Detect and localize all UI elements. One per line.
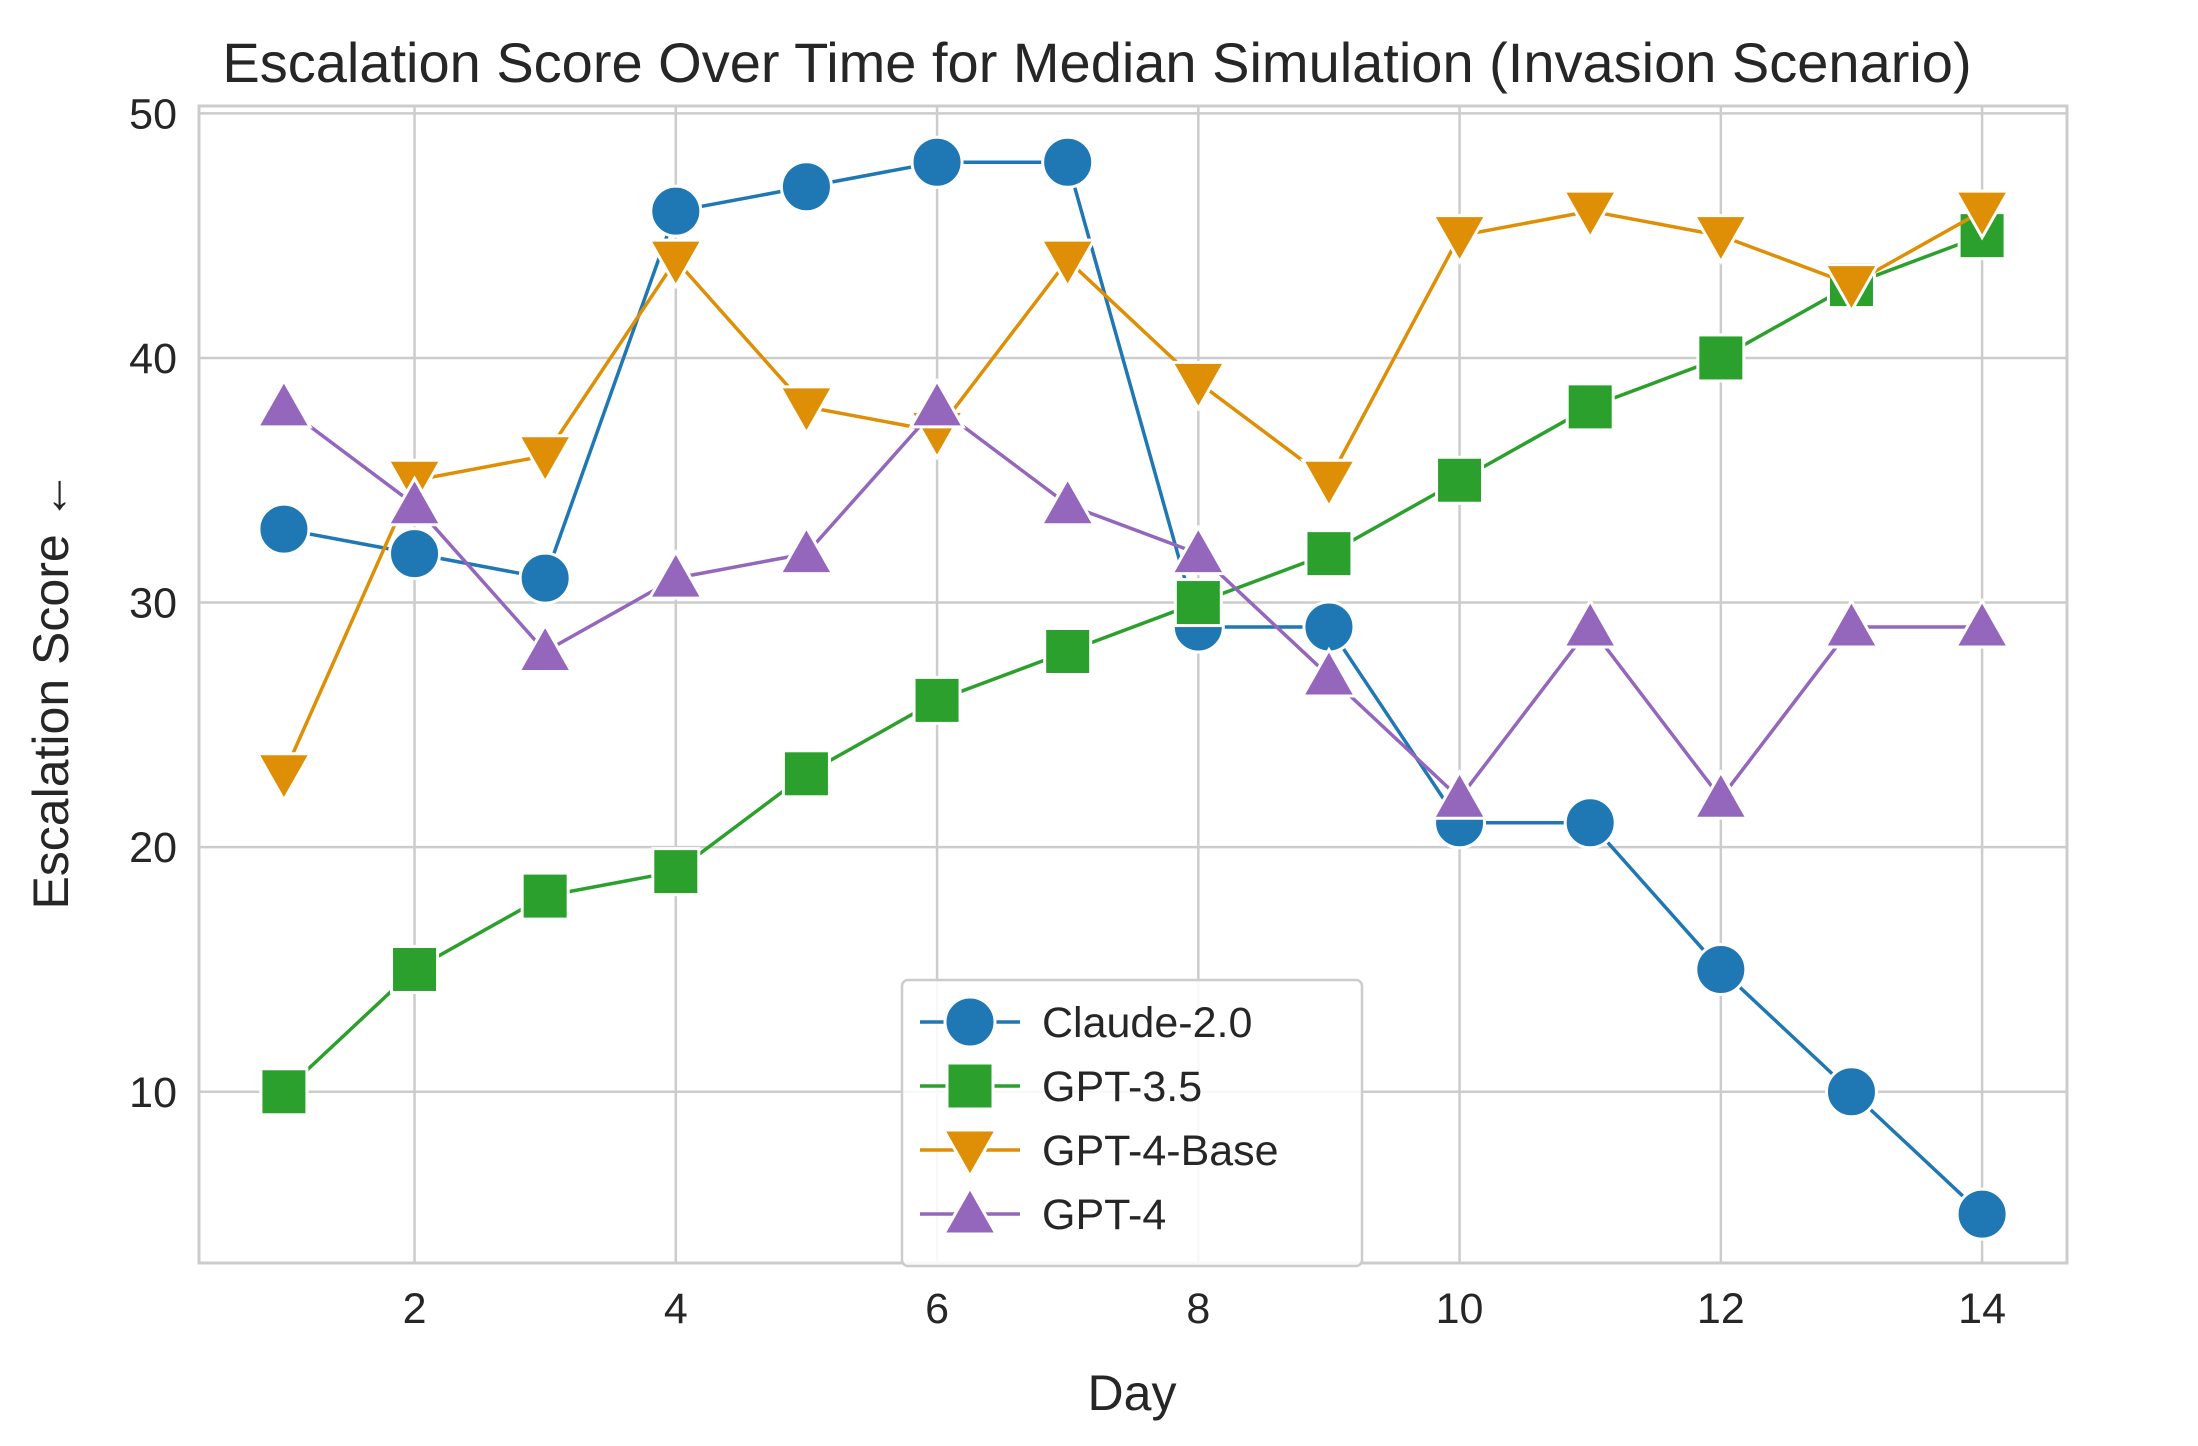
- data-point: [646, 238, 705, 290]
- data-point: [516, 622, 574, 673]
- legend-entry: GPT-4: [920, 1184, 1166, 1239]
- data-point: [1430, 214, 1489, 265]
- legend-marker: [941, 1128, 999, 1180]
- legend-entries: Claude-2.0 GPT-3.5 GPT-4-Base GPT-4: [920, 995, 1279, 1239]
- legend-marker: [941, 1184, 999, 1236]
- data-point: [1041, 135, 1095, 189]
- data-point: [1696, 333, 1746, 383]
- data-point: [1565, 382, 1615, 432]
- data-point: [1435, 455, 1485, 505]
- x-tick-label: 8: [1186, 1285, 1210, 1333]
- data-point: [1953, 597, 2011, 649]
- series-claude-2-0: [257, 135, 2009, 1241]
- data-point: [1563, 796, 1617, 850]
- data-point: [1430, 768, 1489, 820]
- data-point: [1694, 942, 1748, 996]
- series-line: [282, 404, 1983, 802]
- legend-marker: [943, 995, 997, 1049]
- data-point: [388, 527, 442, 581]
- chart-title: Escalation Score Over Time for Median Si…: [222, 31, 1971, 94]
- data-point: [1173, 578, 1223, 628]
- y-tick-label: 10: [129, 1069, 177, 1117]
- legend-label: GPT-4: [1042, 1191, 1166, 1239]
- data-point: [259, 1067, 309, 1117]
- y-axis-label: Escalation Score ←: [23, 470, 79, 909]
- legend-entry: Claude-2.0: [920, 995, 1252, 1049]
- y-tick-label: 30: [129, 580, 177, 628]
- series-line: [283, 160, 1984, 1216]
- data-point: [649, 184, 703, 238]
- data-point: [1822, 597, 1881, 649]
- data-point: [777, 385, 836, 437]
- data-point: [1304, 529, 1354, 579]
- data-point: [518, 551, 572, 605]
- data-point: [1169, 524, 1228, 576]
- y-tick-label: 40: [129, 335, 177, 383]
- data-point: [390, 944, 440, 994]
- data-point: [1302, 600, 1356, 654]
- data-point: [1561, 189, 1620, 241]
- data-point: [1692, 768, 1750, 820]
- data-point: [910, 135, 964, 189]
- data-point: [1300, 458, 1358, 510]
- data-point: [781, 749, 831, 799]
- data-point: [516, 434, 574, 486]
- legend: Claude-2.0 GPT-3.5 GPT-4-Base GPT-4: [900, 978, 1364, 1268]
- data-point: [255, 752, 313, 804]
- data-point: [255, 377, 313, 429]
- data-point: [777, 524, 836, 576]
- data-point: [1300, 646, 1358, 698]
- data-point: [1692, 214, 1750, 265]
- data-point: [779, 160, 833, 214]
- legend-label: GPT-4-Base: [1042, 1127, 1279, 1175]
- legend-label: GPT-3.5: [1042, 1063, 1202, 1111]
- data-point: [257, 502, 311, 556]
- data-point: [912, 675, 962, 725]
- series-line: [282, 209, 1983, 775]
- x-axis-label: Day: [1088, 1365, 1177, 1421]
- x-tick-label: 6: [925, 1285, 949, 1333]
- y-tick-label: 50: [129, 90, 177, 138]
- legend-entry: GPT-4-Base: [920, 1127, 1279, 1180]
- data-point: [1038, 475, 1097, 527]
- data-point: [520, 871, 570, 921]
- x-tick-label: 14: [1958, 1285, 2006, 1333]
- data-point: [908, 377, 966, 429]
- legend-box: [900, 978, 1364, 1268]
- legend-entry: GPT-3.5: [920, 1061, 1202, 1111]
- x-tick-labels: 2 4 6 8 10 12 14: [403, 1285, 2006, 1333]
- legend-label: Claude-2.0: [1042, 999, 1252, 1047]
- data-point: [385, 475, 444, 527]
- data-point: [1561, 597, 1620, 649]
- x-tick-label: 10: [1436, 1285, 1484, 1333]
- data-point: [1043, 626, 1093, 676]
- grid-layer: [199, 106, 2067, 1263]
- data-point: [1169, 360, 1228, 412]
- series-gpt-3-5: [259, 211, 2007, 1117]
- data-point: [651, 847, 701, 897]
- data-point: [1824, 1065, 1878, 1119]
- data-point: [1953, 189, 2011, 241]
- data-point: [1955, 1187, 2009, 1241]
- series-gpt-4: [255, 377, 2011, 820]
- data-point: [646, 548, 705, 600]
- data-point: [1822, 263, 1881, 314]
- x-tick-label: 4: [664, 1285, 688, 1333]
- y-tick-labels: 10 20 30 40 50: [129, 90, 177, 1116]
- series-gpt-4-base: [255, 189, 2011, 804]
- legend-marker: [945, 1061, 995, 1111]
- x-tick-label: 12: [1697, 1285, 1745, 1333]
- data-point: [1038, 238, 1097, 290]
- y-tick-label: 20: [129, 824, 177, 872]
- series-layer: [255, 135, 2011, 1241]
- x-tick-label: 2: [403, 1285, 427, 1333]
